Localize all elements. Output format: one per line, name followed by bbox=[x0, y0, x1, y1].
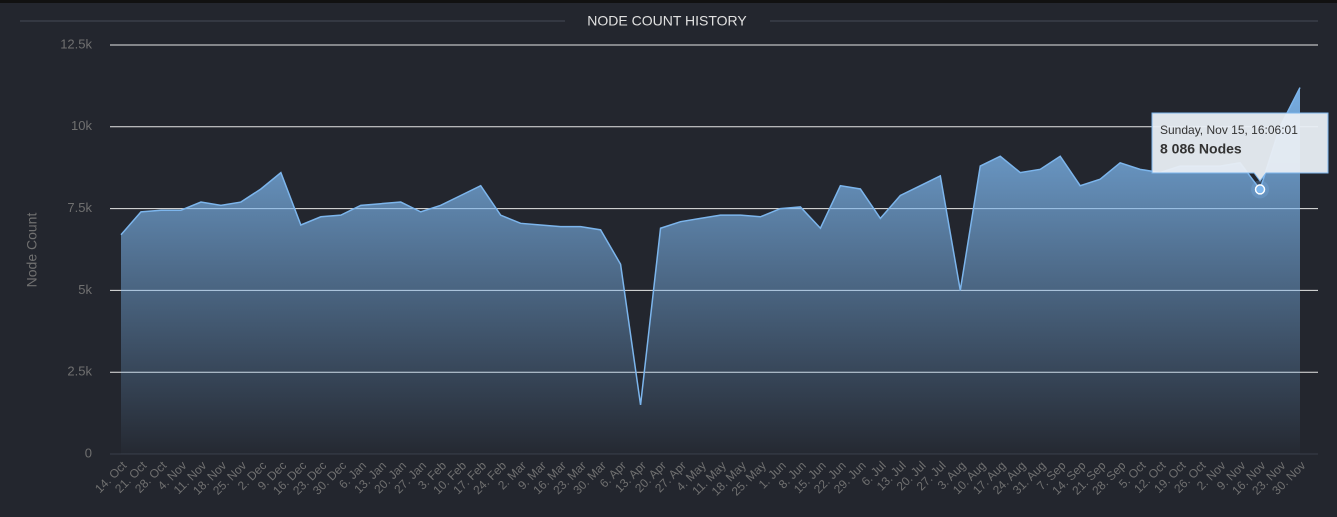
area-fill bbox=[121, 87, 1300, 454]
top-border bbox=[0, 0, 1337, 3]
y-tick-label: 0 bbox=[85, 445, 92, 460]
tooltip-date: Sunday, Nov 15, 16:06:01 bbox=[1160, 123, 1298, 137]
area-line bbox=[120, 87, 1301, 406]
y-tick-label: 5k bbox=[78, 282, 92, 297]
chart-title: NODE COUNT HISTORY bbox=[587, 13, 747, 29]
y-tick-label: 7.5k bbox=[67, 200, 92, 215]
y-tick-label: 12.5k bbox=[60, 36, 92, 51]
tooltip-value: 8 086 Nodes bbox=[1160, 141, 1242, 157]
y-tick-label: 10k bbox=[71, 118, 92, 133]
tooltip-box bbox=[1151, 112, 1329, 182]
y-tick-label: 2.5k bbox=[67, 364, 92, 379]
y-axis-label: Node Count bbox=[24, 213, 40, 288]
hover-marker bbox=[1254, 184, 1266, 195]
